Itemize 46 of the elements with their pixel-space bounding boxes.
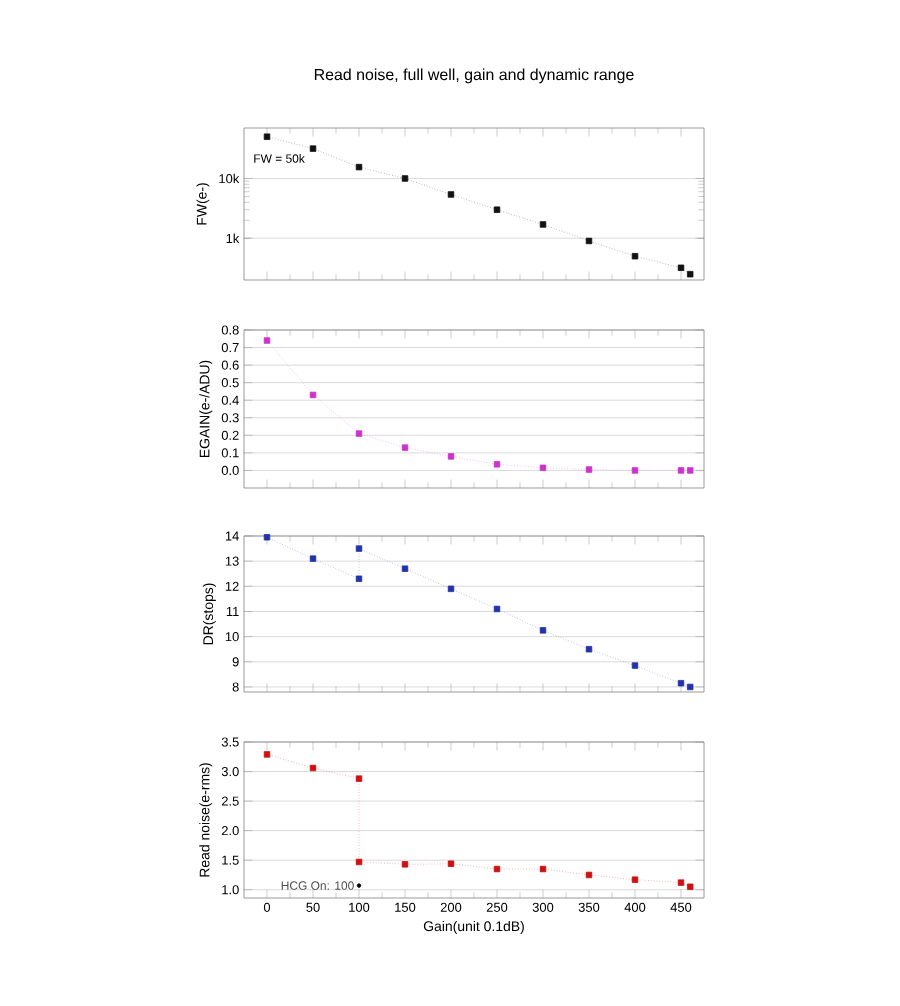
- point: [585, 871, 593, 879]
- point: [493, 206, 501, 213]
- point: [263, 133, 271, 140]
- point: [263, 534, 271, 541]
- point: [585, 237, 593, 245]
- point: [677, 264, 685, 271]
- point: [355, 575, 363, 582]
- point: [539, 221, 547, 228]
- point: [355, 858, 363, 866]
- point: [263, 751, 271, 758]
- point: [631, 662, 639, 669]
- point: [401, 861, 409, 868]
- point: [687, 271, 694, 278]
- point: [447, 860, 455, 867]
- point: [263, 337, 271, 344]
- point: [309, 145, 317, 152]
- point: [355, 545, 363, 552]
- point: [447, 191, 455, 198]
- point: [539, 627, 547, 634]
- point: [493, 865, 501, 873]
- point: [677, 679, 685, 687]
- point: [401, 565, 409, 572]
- point: [677, 467, 685, 474]
- point: [401, 175, 409, 182]
- point: [631, 467, 639, 474]
- point: [677, 879, 685, 886]
- point: [687, 883, 694, 890]
- point: [309, 555, 317, 562]
- point: [401, 444, 409, 451]
- point: [355, 163, 363, 171]
- point: [447, 453, 455, 460]
- point: [631, 253, 639, 260]
- point: [309, 391, 317, 399]
- point: [447, 585, 455, 593]
- point: [355, 430, 363, 437]
- point: [493, 605, 501, 613]
- point: [585, 646, 593, 653]
- point: [585, 466, 593, 473]
- point: [493, 461, 501, 468]
- point: [687, 467, 694, 474]
- point: [539, 865, 547, 873]
- point: [355, 775, 363, 782]
- point: [539, 464, 547, 472]
- point: [631, 876, 639, 883]
- point: [309, 764, 317, 772]
- point: [687, 683, 694, 691]
